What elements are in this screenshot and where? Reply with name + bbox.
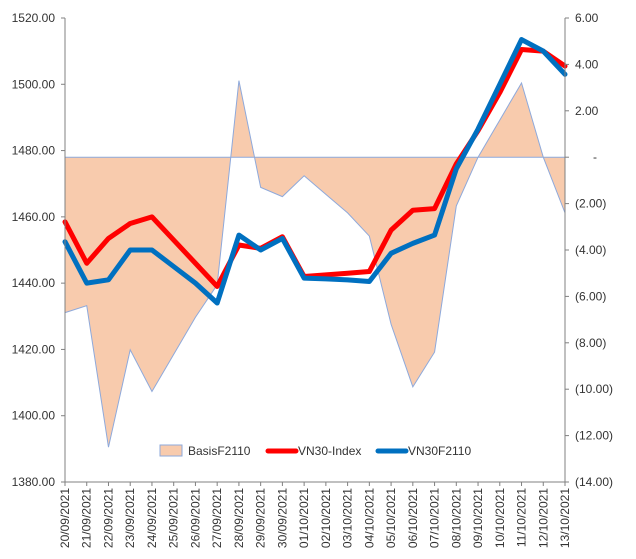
legend-label-vn30f2110: VN30F2110 [408, 444, 471, 458]
x-axis-tick-label: 07/10/2021 [428, 488, 442, 548]
x-axis-tick-label: 05/10/2021 [384, 488, 398, 548]
x-axis-tick-label: 27/09/2021 [210, 488, 224, 548]
right-axis-tick-label: (6.00) [575, 289, 606, 303]
legend-swatch-basisf2110 [159, 444, 183, 457]
left-axis-tick-label: 1480.00 [12, 144, 56, 158]
x-axis-tick-label: 06/10/2021 [406, 488, 420, 548]
series-line-vn30f2110 [62, 37, 568, 306]
left-axis-tick-label: 1460.00 [12, 210, 56, 224]
x-axis-tick-label: 08/10/2021 [449, 488, 463, 548]
x-axis-tick-label: 25/09/2021 [167, 488, 181, 548]
right-axis-tick-label: - [593, 150, 597, 164]
x-axis-tick-label: 09/10/2021 [471, 488, 485, 548]
right-axis-tick-label: (2.00) [575, 197, 606, 211]
x-axis-tick-label: 03/10/2021 [341, 488, 355, 548]
tick-labels: 1520.00 1500.00 1480.00 1460.00 1440.00 1420.… [12, 11, 613, 548]
x-axis-tick-label: 13/10/2021 [558, 488, 572, 548]
x-axis-tick-label: 11/10/2021 [515, 488, 529, 547]
left-axis-tick-label: 1520.00 [12, 11, 56, 25]
right-axis-tick-label: 2.00 [575, 104, 599, 118]
legend: BasisF2110 VN30-Index VN30F2110 [159, 444, 471, 458]
left-axis-tick-label: 1420.00 [12, 342, 56, 356]
x-axis-tick-label: 23/09/2021 [123, 488, 137, 548]
left-axis-tick-label: 1400.00 [12, 409, 56, 423]
legend-label-vn30-index: VN30-Index [298, 444, 361, 458]
x-axis-tick-label: 28/09/2021 [232, 488, 246, 548]
right-axis-tick-label: (8.00) [575, 336, 606, 350]
x-axis-tick-label: 04/10/2021 [362, 488, 376, 548]
right-axis-tick-label: (12.00) [575, 429, 613, 443]
x-axis-tick-label: 20/09/2021 [58, 488, 72, 548]
x-axis-tick-label: 21/09/2021 [80, 488, 94, 548]
x-axis-tick-label: 24/09/2021 [145, 488, 159, 548]
right-axis-tick-label: (4.00) [575, 243, 606, 257]
x-axis-tick-label: 30/09/2021 [275, 488, 289, 548]
right-axis-tick-label: (10.00) [575, 382, 613, 396]
plot-area [62, 37, 568, 448]
left-axis-tick-label: 1440.00 [12, 276, 56, 290]
x-axis-tick-label: 26/09/2021 [188, 488, 202, 548]
axes [61, 17, 569, 486]
series-area-basisf2110 [64, 80, 566, 448]
legend-label-basisf2110: BasisF2110 [188, 444, 251, 458]
left-axis-tick-label: 1380.00 [12, 475, 56, 489]
left-axis-tick-label: 1500.00 [12, 77, 56, 91]
x-axis-tick-label: 02/10/2021 [319, 488, 333, 548]
x-axis-tick-label: 10/10/2021 [493, 488, 507, 548]
right-axis-tick-label: 4.00 [575, 57, 599, 71]
right-axis-tick-label: (14.00) [575, 475, 613, 489]
x-axis-tick-label: 12/10/2021 [536, 488, 550, 548]
x-axis-tick-label: 22/09/2021 [101, 488, 115, 548]
x-axis-tick-label: 29/09/2021 [254, 488, 268, 548]
x-axis-tick-label: 01/10/2021 [297, 488, 311, 548]
right-axis-tick-label: 6.00 [575, 11, 599, 25]
